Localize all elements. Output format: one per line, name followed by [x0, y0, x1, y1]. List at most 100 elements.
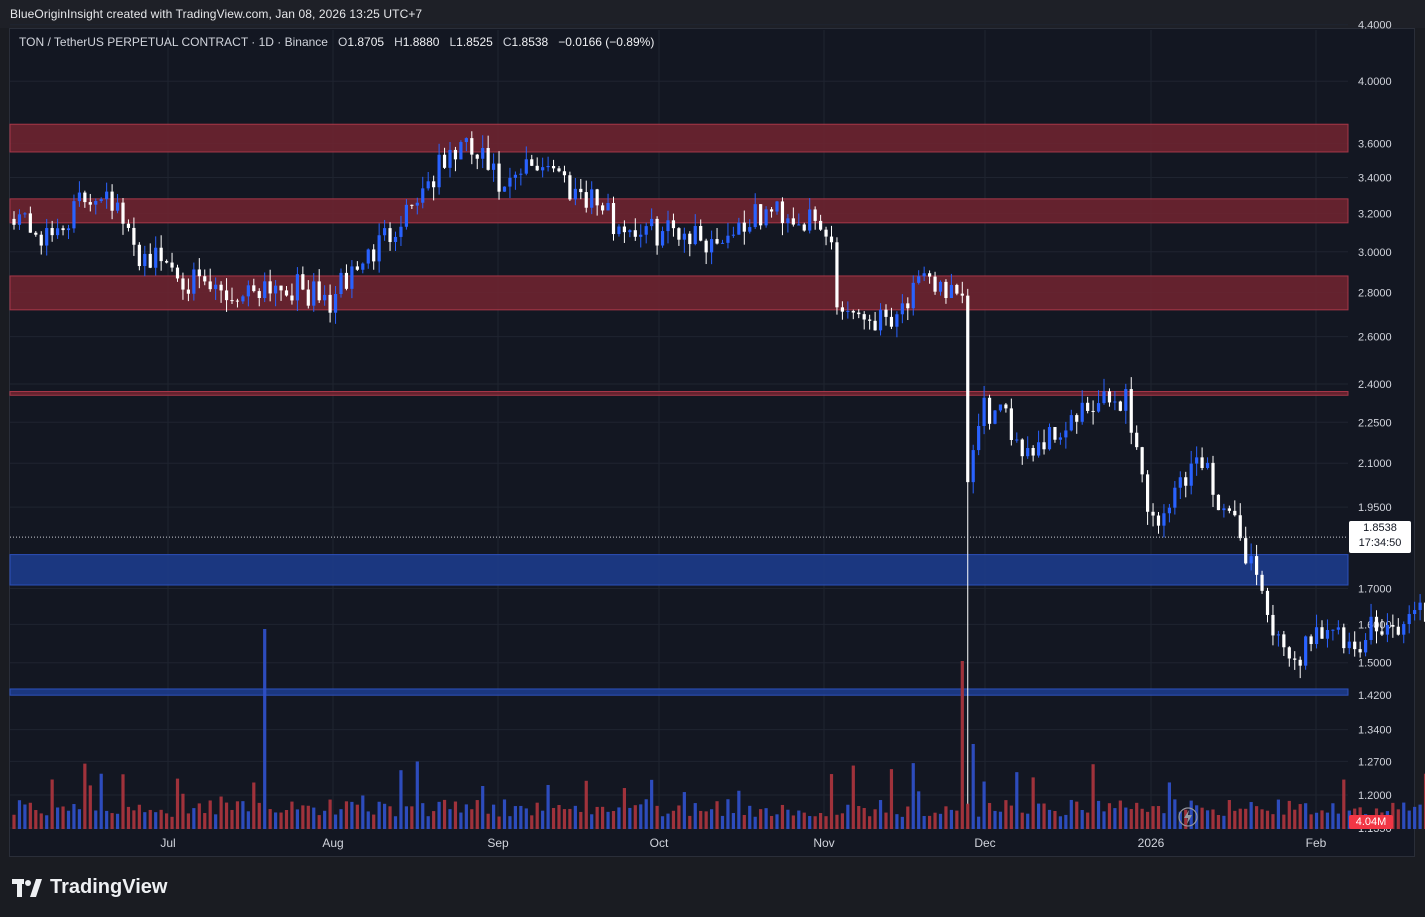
- candle-body: [1418, 602, 1422, 611]
- y-tick-label: 1.2700: [1358, 756, 1392, 768]
- volume-bar: [246, 811, 250, 829]
- volume-bar: [279, 812, 283, 829]
- candle-body: [1009, 408, 1013, 440]
- tradingview-logo[interactable]: TradingView: [12, 876, 167, 899]
- candle-body: [666, 220, 670, 232]
- candle-body: [590, 189, 594, 208]
- candle-body: [175, 267, 180, 279]
- legend-low: 1.8525: [456, 35, 493, 49]
- y-tick-label: 1.2000: [1358, 790, 1392, 802]
- volume-bar: [295, 809, 299, 829]
- volume-bar: [481, 785, 485, 829]
- candle-body: [344, 272, 349, 289]
- volume-bar: [1091, 764, 1095, 829]
- volume-bar: [137, 804, 141, 829]
- candle-body: [1325, 630, 1330, 639]
- symbol-legend[interactable]: TON / TetherUS PERPETUAL CONTRACT · 1D ·…: [19, 35, 654, 49]
- candle-body: [1298, 659, 1302, 666]
- volume-bar: [94, 810, 98, 829]
- volume-bar: [1423, 773, 1425, 829]
- legend-high-label: H: [394, 35, 403, 49]
- volume-bar: [1260, 809, 1264, 829]
- legend-high: 1.8880: [402, 35, 440, 49]
- candle-body: [1227, 508, 1231, 511]
- volume-bar: [1173, 799, 1177, 829]
- candle-body: [611, 203, 616, 235]
- volume-bar: [328, 799, 332, 829]
- volume-bar: [1413, 806, 1417, 829]
- candle-body: [922, 273, 926, 277]
- volume-bar: [464, 804, 468, 829]
- volume-bar: [513, 806, 517, 829]
- volume-bar: [1331, 803, 1335, 829]
- candle-body: [50, 228, 54, 236]
- y-tick-label: 4.4000: [1358, 20, 1392, 32]
- candle-body: [154, 247, 158, 268]
- candle-body: [181, 278, 185, 290]
- legend-change: −0.0166 (−0.89%): [558, 35, 655, 49]
- candle-body: [1271, 614, 1275, 636]
- volume-bar: [764, 808, 768, 829]
- volume-bar: [28, 802, 32, 829]
- candle-body: [1293, 658, 1297, 660]
- candle-body: [165, 261, 169, 263]
- candle-body: [83, 192, 87, 203]
- volume-bar: [1053, 811, 1057, 829]
- volume-bar: [88, 785, 92, 829]
- volume-bar: [372, 814, 376, 829]
- volume-bar: [1325, 812, 1330, 829]
- candle-body: [328, 294, 332, 313]
- y-tick-label: 4.0000: [1358, 76, 1392, 88]
- candle-body: [333, 294, 338, 313]
- candle-body: [775, 201, 779, 212]
- candle-body: [1249, 556, 1253, 564]
- volume-bar: [802, 812, 806, 829]
- candle-body: [1167, 507, 1171, 514]
- volume-bar: [835, 814, 839, 829]
- candle-body: [878, 309, 883, 331]
- candle-body: [312, 281, 316, 306]
- candle-body: [813, 209, 817, 221]
- volume-bar: [1113, 808, 1117, 829]
- candle-body: [710, 239, 714, 253]
- volume-bar: [769, 815, 774, 829]
- candle-body: [306, 289, 310, 306]
- volume-bar: [840, 813, 844, 829]
- volume-bar: [617, 807, 621, 829]
- volume-bar: [355, 804, 359, 829]
- volume-bar: [257, 802, 261, 829]
- volume-bar: [1118, 800, 1122, 829]
- chart-frame[interactable]: [9, 28, 1415, 857]
- volume-bar: [388, 806, 392, 829]
- candle-body: [715, 239, 719, 244]
- volume-bar: [1015, 772, 1019, 829]
- candle-body: [797, 224, 801, 226]
- candle-body: [644, 226, 648, 235]
- volume-bar: [366, 811, 370, 829]
- legend-symbol[interactable]: TON / TetherUS PERPETUAL CONTRACT · 1D ·…: [19, 35, 328, 49]
- candle-body: [1031, 447, 1035, 456]
- candle-body: [1140, 447, 1144, 475]
- candle-body: [1124, 389, 1128, 411]
- volume-bar: [186, 813, 190, 829]
- volume-bar: [105, 810, 109, 829]
- volume-bar: [432, 811, 436, 829]
- volume-bar: [595, 806, 599, 829]
- volume-bar: [1047, 809, 1052, 829]
- support-zone: [9, 554, 1349, 586]
- candle-body: [1374, 616, 1379, 632]
- candle-body: [388, 228, 392, 242]
- volume-bar: [699, 810, 703, 829]
- y-tick-label: 3.6000: [1358, 139, 1392, 151]
- volume-bar: [660, 816, 665, 829]
- volume-bar: [813, 816, 817, 829]
- candle-body: [557, 168, 561, 172]
- candle-body: [573, 188, 577, 200]
- volume-bar: [846, 804, 850, 829]
- volume-bar: [274, 812, 278, 829]
- volume-bar: [1271, 814, 1275, 829]
- x-tick-label: Dec: [974, 836, 995, 850]
- candle-body: [186, 289, 190, 294]
- volume-bar: [1418, 804, 1422, 829]
